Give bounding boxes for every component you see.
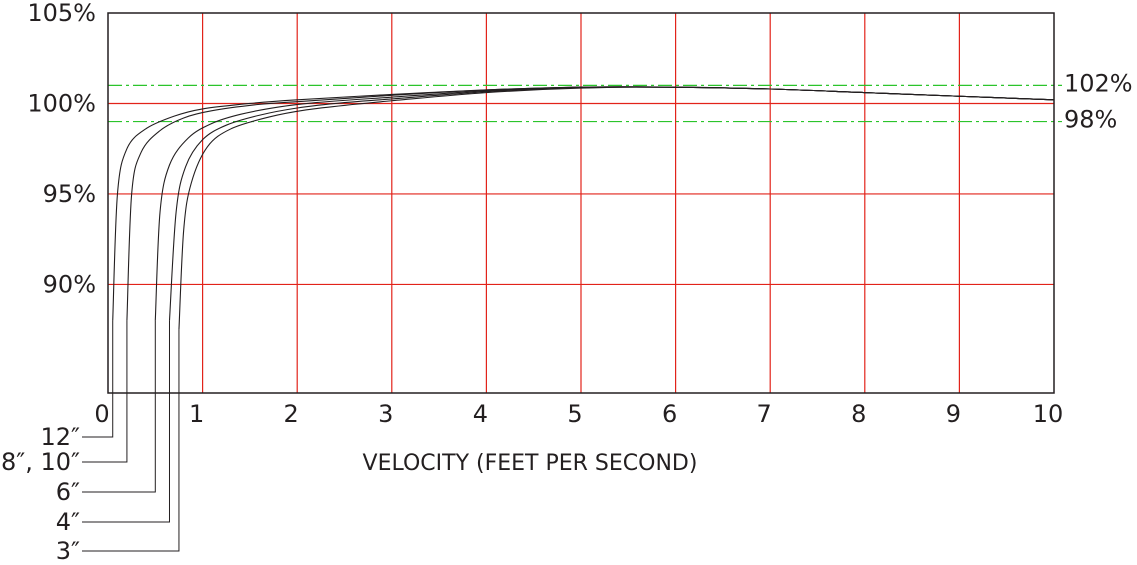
callout-leader <box>82 320 114 438</box>
x-tick-label: 10 <box>1033 400 1064 428</box>
reference-line-label: 102% <box>1064 69 1133 97</box>
y-tick-labels: 105% 100% 95% 90% <box>27 0 96 298</box>
x-axis-label: VELOCITY (FEET PER SECOND) <box>363 451 698 476</box>
y-tick-label: 90% <box>43 270 96 298</box>
reference-lines: 102% 98% <box>108 69 1133 134</box>
y-tick-label: 105% <box>27 0 96 27</box>
callout-label: 8″, 10″ <box>1 448 80 476</box>
plot-frame <box>107 12 1055 394</box>
callout-label: 3″ <box>56 537 80 565</box>
x-tick-label: 5 <box>567 400 582 428</box>
x-tick-label: 3 <box>378 400 393 428</box>
x-tick-label: 4 <box>473 400 488 428</box>
curve-callouts: 12″8″, 10″6″4″3″ <box>1 320 180 565</box>
x-tick-label: 9 <box>946 400 961 428</box>
grid <box>108 13 1054 393</box>
x-tick-label: 2 <box>284 400 299 428</box>
x-tick-label: 8 <box>851 400 866 428</box>
x-tick-label: 6 <box>662 400 677 428</box>
x-tick-label: 1 <box>189 400 204 428</box>
callout-label: 6″ <box>56 478 80 506</box>
callout-leader <box>82 320 156 493</box>
reference-line-label: 98% <box>1064 106 1117 134</box>
callout-label: 4″ <box>56 508 80 536</box>
x-tick-label: 7 <box>757 400 772 428</box>
callout-leader <box>82 320 128 463</box>
x-tick-label: 0 <box>94 400 109 428</box>
series <box>112 86 1055 330</box>
x-tick-labels: 0 1 2 3 4 5 6 7 8 9 10 <box>94 400 1063 428</box>
y-tick-label: 100% <box>27 89 96 117</box>
callout-label: 12″ <box>40 423 80 451</box>
callout-leader <box>82 329 180 552</box>
y-tick-label: 95% <box>43 180 96 208</box>
callout-leader <box>82 320 170 523</box>
series-line <box>178 86 1055 330</box>
